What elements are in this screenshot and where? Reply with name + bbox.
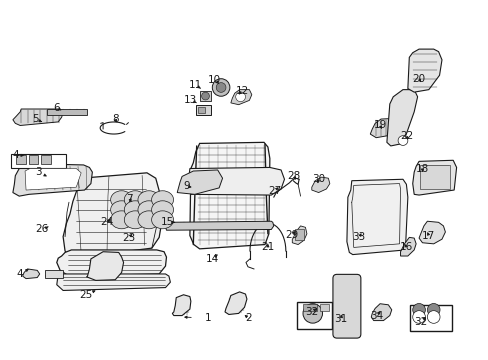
Ellipse shape [124, 211, 146, 229]
Polygon shape [189, 142, 269, 249]
Ellipse shape [110, 211, 132, 229]
Polygon shape [13, 109, 63, 126]
Circle shape [201, 92, 209, 100]
Bar [295, 229, 304, 240]
Text: 19: 19 [373, 121, 386, 130]
Polygon shape [346, 179, 407, 255]
Circle shape [235, 92, 245, 102]
Bar [303, 305, 316, 311]
Polygon shape [177, 170, 222, 194]
Ellipse shape [110, 191, 132, 209]
Circle shape [412, 303, 425, 316]
Text: 10: 10 [207, 75, 221, 85]
FancyBboxPatch shape [332, 274, 360, 338]
Text: 32: 32 [413, 317, 427, 327]
Polygon shape [412, 160, 456, 195]
Text: 20: 20 [412, 74, 425, 84]
Bar [11, 154, 66, 168]
Text: 24: 24 [100, 217, 113, 227]
Polygon shape [172, 295, 190, 316]
Ellipse shape [110, 201, 132, 219]
Bar [197, 107, 204, 113]
Polygon shape [57, 250, 166, 276]
Bar [199, 91, 211, 101]
Polygon shape [25, 168, 81, 190]
Text: 33: 33 [352, 232, 365, 242]
Polygon shape [230, 90, 251, 105]
Circle shape [427, 303, 439, 316]
Polygon shape [407, 49, 441, 92]
Polygon shape [400, 237, 415, 256]
Text: 26: 26 [36, 225, 49, 234]
Circle shape [216, 82, 225, 93]
Ellipse shape [151, 191, 173, 209]
Text: 8: 8 [112, 114, 119, 124]
Text: 25: 25 [79, 290, 92, 300]
Polygon shape [13, 164, 92, 196]
Text: 32: 32 [305, 307, 318, 317]
Text: 18: 18 [415, 163, 428, 174]
Text: 13: 13 [184, 95, 197, 105]
Polygon shape [63, 173, 161, 258]
Text: 4: 4 [12, 150, 19, 160]
Text: 29: 29 [285, 230, 298, 239]
Circle shape [212, 79, 229, 96]
Ellipse shape [124, 191, 146, 209]
Bar [41, 155, 51, 164]
Text: 6: 6 [53, 103, 60, 113]
Text: 1: 1 [204, 313, 211, 323]
Polygon shape [370, 304, 391, 320]
Polygon shape [369, 118, 399, 138]
Polygon shape [386, 90, 417, 146]
Polygon shape [57, 274, 170, 291]
Bar [409, 305, 451, 330]
Bar [419, 165, 449, 189]
Polygon shape [224, 292, 246, 315]
Text: 30: 30 [311, 174, 325, 184]
Ellipse shape [151, 211, 173, 229]
Text: 4: 4 [17, 269, 23, 279]
Polygon shape [292, 226, 306, 244]
Text: 11: 11 [189, 80, 202, 90]
Bar [297, 302, 331, 329]
Bar [47, 109, 87, 115]
Text: 5: 5 [32, 114, 39, 124]
Bar [320, 305, 328, 311]
Text: 27: 27 [267, 186, 281, 196]
Polygon shape [188, 167, 284, 195]
Text: 21: 21 [261, 242, 274, 252]
Bar [16, 155, 26, 164]
Ellipse shape [138, 201, 160, 219]
Polygon shape [86, 252, 123, 280]
Circle shape [397, 136, 407, 145]
Polygon shape [418, 221, 445, 244]
Circle shape [427, 311, 439, 323]
Text: 28: 28 [287, 171, 300, 181]
Polygon shape [165, 221, 273, 230]
Text: 7: 7 [126, 194, 133, 204]
Bar [29, 155, 38, 164]
Ellipse shape [151, 201, 173, 219]
Text: 23: 23 [122, 233, 135, 243]
Text: 3: 3 [35, 167, 42, 177]
Text: 34: 34 [370, 311, 383, 320]
Ellipse shape [138, 211, 160, 229]
Ellipse shape [138, 191, 160, 209]
Ellipse shape [124, 201, 146, 219]
Bar [195, 105, 211, 116]
Text: 12: 12 [235, 86, 248, 96]
Polygon shape [311, 177, 329, 193]
Polygon shape [22, 269, 40, 279]
Text: 9: 9 [183, 181, 190, 192]
Circle shape [303, 304, 322, 323]
Text: 31: 31 [334, 314, 347, 324]
Text: 16: 16 [399, 242, 412, 252]
Bar [44, 270, 63, 278]
Text: 14: 14 [206, 254, 219, 264]
Text: 15: 15 [161, 217, 174, 227]
Circle shape [412, 311, 425, 323]
Text: 22: 22 [399, 131, 412, 141]
Text: 2: 2 [244, 313, 251, 323]
Text: 17: 17 [421, 231, 434, 240]
